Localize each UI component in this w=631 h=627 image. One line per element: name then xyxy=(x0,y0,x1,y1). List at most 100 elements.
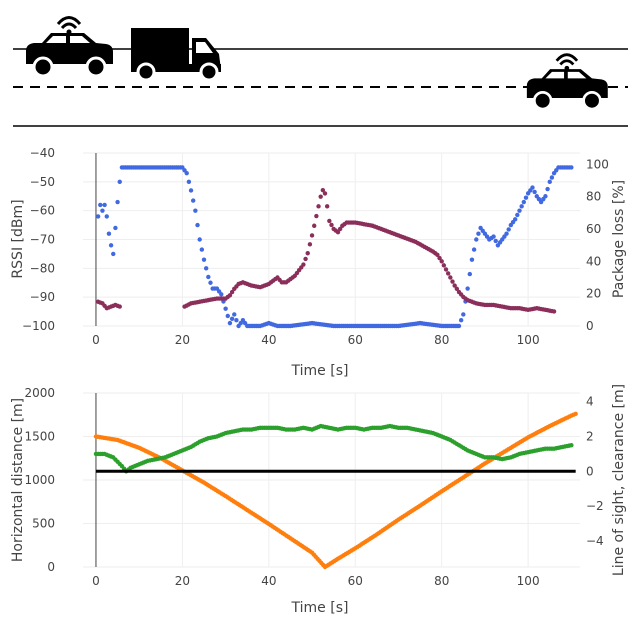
rssi-point xyxy=(523,195,529,200)
rssi-point xyxy=(467,271,472,277)
package_loss-point xyxy=(327,218,332,224)
y-tick-label: 2000 xyxy=(24,386,55,400)
rssi-point xyxy=(100,208,105,213)
package_loss-point xyxy=(443,267,449,272)
rssi-point xyxy=(456,323,462,329)
x-tick-label: 20 xyxy=(175,333,190,347)
rssi-point xyxy=(219,292,224,297)
road-scene xyxy=(13,16,628,127)
line_of_sight-point xyxy=(569,443,574,448)
rssi-point xyxy=(469,257,475,262)
horizontal_distance-point xyxy=(573,411,578,417)
rssi-point xyxy=(549,175,555,180)
rssi-chart-x-axis-title: Time [s] xyxy=(291,363,349,379)
rssi-point xyxy=(465,286,470,291)
rssi-chart-grid xyxy=(83,152,580,327)
rssi-point xyxy=(517,208,522,213)
package_loss-point xyxy=(301,262,306,267)
rssi-point xyxy=(98,202,103,208)
y-tick-label: 0 xyxy=(47,560,55,574)
package_loss-point xyxy=(437,255,442,261)
distance-chart-y-axis-title: Horizontal distance [m] xyxy=(10,398,26,562)
package_loss-point xyxy=(445,271,451,276)
y2-tick-label: 0 xyxy=(586,319,594,333)
car-wifi-icon xyxy=(26,16,113,78)
y-tick-label: 1500 xyxy=(24,430,55,444)
package_loss-point xyxy=(435,252,440,258)
package_loss-point xyxy=(439,259,444,264)
rssi-point xyxy=(512,217,518,222)
y2-tick-label: 40 xyxy=(586,254,601,268)
package_loss-point xyxy=(316,204,321,209)
rssi-point xyxy=(474,237,479,242)
rssi-point xyxy=(108,243,114,248)
rssi-point xyxy=(547,179,552,185)
rssi-point xyxy=(95,214,101,219)
rssi-point xyxy=(191,198,196,203)
package_loss-point xyxy=(117,304,122,309)
distance-chart-y2-axis-title: Line of sight, clearance [m] xyxy=(611,384,627,576)
rssi-point xyxy=(530,185,535,190)
x-tick-label: 60 xyxy=(348,574,363,588)
rssi-point xyxy=(515,212,520,218)
distance-chart-x-axis-title: Time [s] xyxy=(291,600,349,616)
rssi-point xyxy=(111,251,116,257)
rssi-point xyxy=(461,312,466,317)
rssi-point xyxy=(471,247,477,252)
rssi-point xyxy=(184,170,189,176)
rssi-point xyxy=(225,313,230,319)
y2-tick-label: 100 xyxy=(586,157,609,171)
rssi-point xyxy=(199,247,205,252)
y-tick-label: −40 xyxy=(30,146,55,160)
package_loss-point xyxy=(337,226,343,232)
rssi-point xyxy=(201,257,207,262)
rssi-point xyxy=(186,179,192,185)
rssi-chart-marks xyxy=(95,165,574,329)
y-tick-label: 1000 xyxy=(24,473,55,487)
y-tick-label: −80 xyxy=(30,261,55,275)
rssi-point xyxy=(476,231,481,236)
package_loss-point xyxy=(229,289,235,295)
package_loss-point xyxy=(227,293,233,298)
rssi-point xyxy=(232,312,237,317)
rssi-point xyxy=(493,238,498,244)
package_loss-point xyxy=(448,275,453,280)
rssi-point xyxy=(117,179,122,185)
rssi-point xyxy=(545,186,550,192)
distance-chart-grid xyxy=(83,392,580,568)
rssi-point xyxy=(521,199,527,205)
rssi-point xyxy=(234,318,239,323)
rssi-chart-ticks: 0 20 40 60 80 100 −40 −50 −60 −70 −80 −90 −100 0 20 40 6… xyxy=(22,146,609,347)
rssi-point xyxy=(106,231,112,236)
rssi-point xyxy=(102,202,107,208)
x-tick-label: 100 xyxy=(517,333,540,347)
x-tick-label: 40 xyxy=(261,574,276,588)
truck-icon xyxy=(131,28,221,82)
package_loss-point xyxy=(314,213,319,219)
package_loss-point xyxy=(309,233,315,238)
rssi-point xyxy=(229,316,235,321)
package_loss-point xyxy=(335,230,341,235)
y-tick-label: −90 xyxy=(30,290,55,304)
x-tick-label: 80 xyxy=(434,333,449,347)
package_loss-point xyxy=(551,309,557,314)
rssi-point xyxy=(188,188,194,193)
rssi-point xyxy=(208,280,213,285)
y2-tick-label: −2 xyxy=(586,499,604,513)
car-wifi-icon xyxy=(526,53,608,111)
package_loss-point xyxy=(441,263,447,268)
package_loss-point xyxy=(318,194,323,199)
y2-tick-label: 2 xyxy=(586,430,594,444)
package_loss-point xyxy=(454,286,460,292)
package_loss-point xyxy=(303,256,308,262)
package_loss-point xyxy=(329,222,334,228)
distance-chart-marks xyxy=(93,411,578,570)
y-tick-label: −60 xyxy=(30,204,55,218)
y2-tick-label: −4 xyxy=(586,534,604,548)
y-tick-label: −100 xyxy=(22,319,55,333)
package_loss-point xyxy=(312,223,317,228)
rssi-point xyxy=(532,189,537,195)
rssi-point xyxy=(113,225,118,231)
